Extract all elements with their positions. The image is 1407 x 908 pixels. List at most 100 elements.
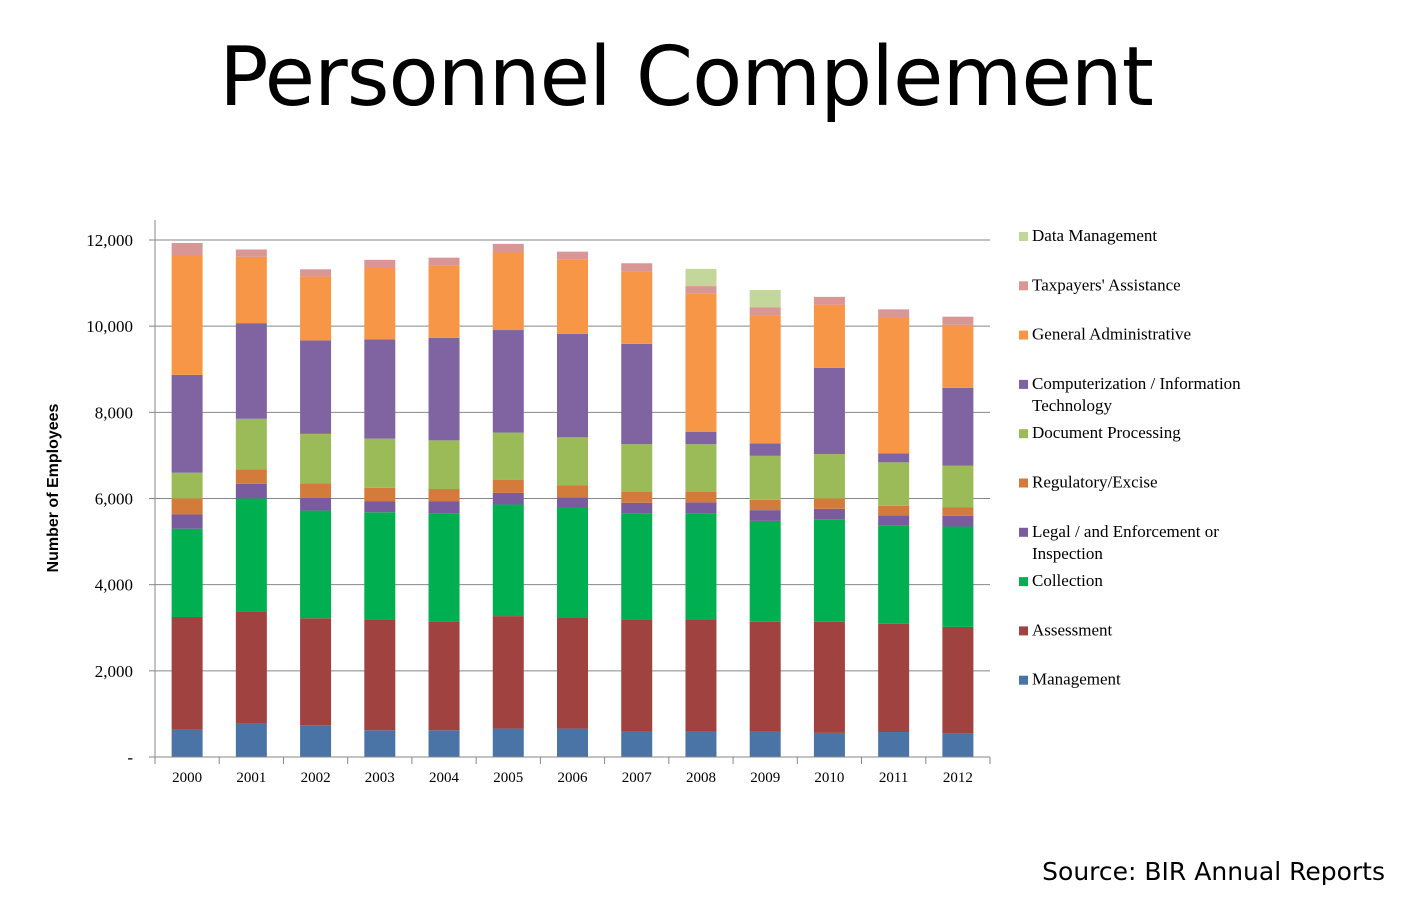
bar-segment — [621, 271, 653, 344]
bar-segment — [492, 243, 524, 253]
x-tick-label: 2008 — [686, 770, 716, 786]
bar-segment — [171, 498, 203, 515]
bar-segment — [171, 616, 203, 730]
bar-segment — [492, 728, 524, 757]
bar-segment — [428, 440, 460, 490]
bar-segment — [171, 514, 203, 529]
bar-segment — [428, 257, 460, 266]
bar-segment — [557, 728, 588, 757]
bar-segment — [171, 255, 203, 375]
bar-segment — [942, 626, 974, 734]
legend-item: General Administrative — [1019, 325, 1191, 344]
bar-segment — [685, 268, 717, 287]
y-tick-label: 2,000 — [95, 662, 133, 681]
bar-segment — [235, 323, 267, 419]
bar-segment — [942, 526, 974, 627]
legend-swatch — [1019, 478, 1028, 488]
bar-segment — [428, 337, 460, 441]
bar-segment — [813, 296, 845, 305]
x-tick-label: 2005 — [493, 770, 523, 786]
bar-segment — [685, 491, 717, 503]
bar-segment — [685, 513, 717, 620]
bar-segment — [621, 491, 653, 503]
bar-segment — [621, 513, 653, 620]
legend-label: Inspection — [1032, 544, 1103, 563]
bar-segment — [557, 617, 588, 729]
legend-swatch — [1019, 577, 1028, 587]
bar-segment — [492, 616, 524, 729]
bar-segment — [557, 259, 588, 334]
bar-segment — [300, 483, 332, 498]
bar-segment — [942, 324, 974, 388]
source-note: Source: BIR Annual Reports — [1042, 857, 1385, 886]
bar-segment — [878, 309, 910, 318]
bar-segment — [428, 621, 460, 731]
bar-segment — [300, 269, 332, 277]
legend-item: Legal / and Enforcement or Inspection — [1019, 522, 1219, 563]
legend-swatch — [1019, 675, 1028, 685]
bar-segment — [557, 251, 588, 260]
legend-swatch — [1019, 232, 1028, 241]
legend-item: Management — [1019, 670, 1121, 689]
legend: Data Management Taxpayers' Assistance Gene… — [1019, 226, 1241, 689]
bar-segment — [685, 444, 717, 492]
bar-segment — [749, 289, 781, 308]
bar-segment — [364, 339, 396, 439]
bar-segment — [492, 252, 524, 331]
bar-segment — [428, 730, 460, 757]
x-tick-label: 2004 — [429, 770, 460, 786]
bar-segment — [364, 512, 396, 620]
legend-swatch — [1019, 379, 1028, 389]
bar-segment — [621, 731, 653, 757]
bar-segment — [813, 621, 845, 733]
legend-swatch — [1019, 527, 1028, 537]
bar-segment — [878, 623, 910, 733]
bar-segment — [300, 433, 332, 484]
bar-segment — [621, 502, 653, 514]
bar-segment — [364, 501, 396, 513]
legend-label: Document Processing — [1032, 423, 1181, 442]
bar-segment — [171, 243, 203, 256]
legend-item: Data Management — [1019, 226, 1157, 245]
bar-segment — [749, 499, 781, 511]
y-tick-label: - — [127, 748, 133, 767]
legend-swatch — [1019, 429, 1028, 439]
bar-segment — [685, 731, 717, 757]
bar-segment — [878, 732, 910, 757]
bar-segment — [685, 286, 717, 294]
bar-segment — [171, 472, 203, 499]
legend-swatch — [1019, 626, 1028, 636]
bar-segment — [749, 315, 781, 444]
bar-segment — [878, 505, 910, 516]
bar-segment — [171, 374, 203, 473]
y-axis-label: Number of Employees — [45, 403, 62, 572]
bar-segment — [235, 498, 267, 612]
bar-segment — [749, 307, 781, 316]
bar-segment — [813, 367, 845, 455]
y-tick-label: 8,000 — [95, 403, 133, 422]
bar-segment — [364, 268, 396, 340]
bar-segment — [942, 515, 974, 527]
legend-item: Taxpayers' Assistance — [1019, 275, 1181, 294]
legend-label: Assessment — [1032, 620, 1113, 639]
bar-segment — [749, 443, 781, 456]
bar-segment — [813, 732, 845, 757]
bar-segment — [557, 485, 588, 498]
bar-segment — [364, 438, 396, 488]
bar-segment — [942, 316, 974, 325]
x-tick-label: 2006 — [558, 770, 589, 786]
bar-segment — [235, 249, 267, 257]
legend-item: Computerization / Information Technology — [1019, 374, 1241, 415]
y-tick-label: 6,000 — [95, 490, 133, 509]
legend-label: Data Management — [1032, 226, 1157, 245]
bar-segment — [749, 455, 781, 500]
bar-segment — [364, 619, 396, 731]
bar-segment — [813, 508, 845, 520]
legend-item: Assessment — [1019, 620, 1113, 639]
bar-segment — [813, 498, 845, 509]
bar-segment — [942, 507, 974, 516]
bar-segment — [492, 479, 524, 493]
bar-segment — [428, 501, 460, 514]
x-tick-label: 2001 — [236, 770, 266, 786]
bar-segment — [492, 492, 524, 505]
